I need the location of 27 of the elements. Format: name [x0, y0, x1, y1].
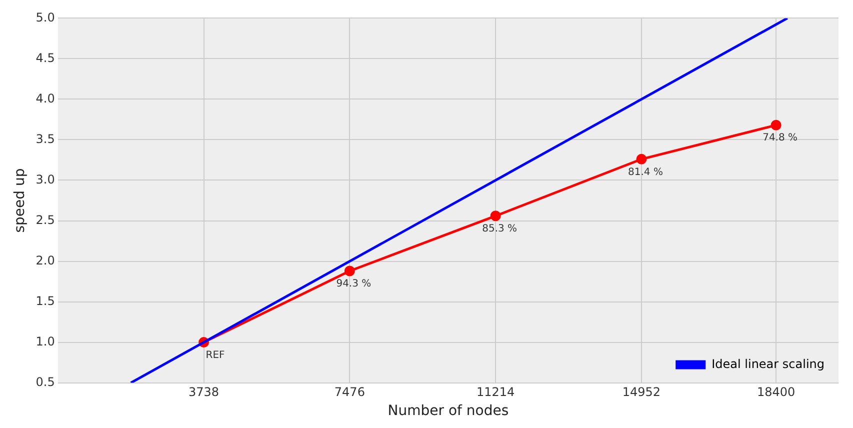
y-tick-label: 5.0	[36, 10, 55, 24]
annotation: 94.3 %	[336, 278, 372, 290]
point	[344, 266, 355, 276]
y-tick-label: 3.0	[36, 172, 55, 186]
point	[770, 120, 782, 130]
y-tick-label: 4.5	[36, 50, 55, 65]
x-axis-title: Number of nodes	[388, 403, 509, 420]
y-tick-label: 4.0	[36, 91, 55, 106]
x-tick-label: 7476	[334, 385, 365, 400]
y-tick-label: 3.5	[36, 132, 55, 146]
y-tick-label: 0.5	[36, 374, 55, 389]
point	[636, 154, 647, 164]
y-axis-title: speed up	[12, 168, 28, 233]
x-tick-label: 3738	[188, 385, 220, 400]
legend-label: Ideal linear scaling	[712, 356, 825, 371]
x-tick-label: 11214	[476, 385, 515, 400]
y-tick-label: 2.5	[36, 212, 55, 227]
point	[490, 210, 501, 222]
annotation: 81.4 %	[628, 166, 663, 178]
y-tick-label: 1.0	[36, 334, 55, 348]
x-tick-label: 14952	[622, 385, 661, 400]
annotation: 85.3 %	[482, 223, 518, 234]
annotation: 74.8 %	[762, 132, 798, 144]
y-tick-label: 2.0	[36, 253, 55, 268]
x-tick-label: 18400	[756, 385, 796, 400]
annotation: REF	[206, 350, 226, 361]
y-tick-label: 1.5	[36, 294, 55, 308]
